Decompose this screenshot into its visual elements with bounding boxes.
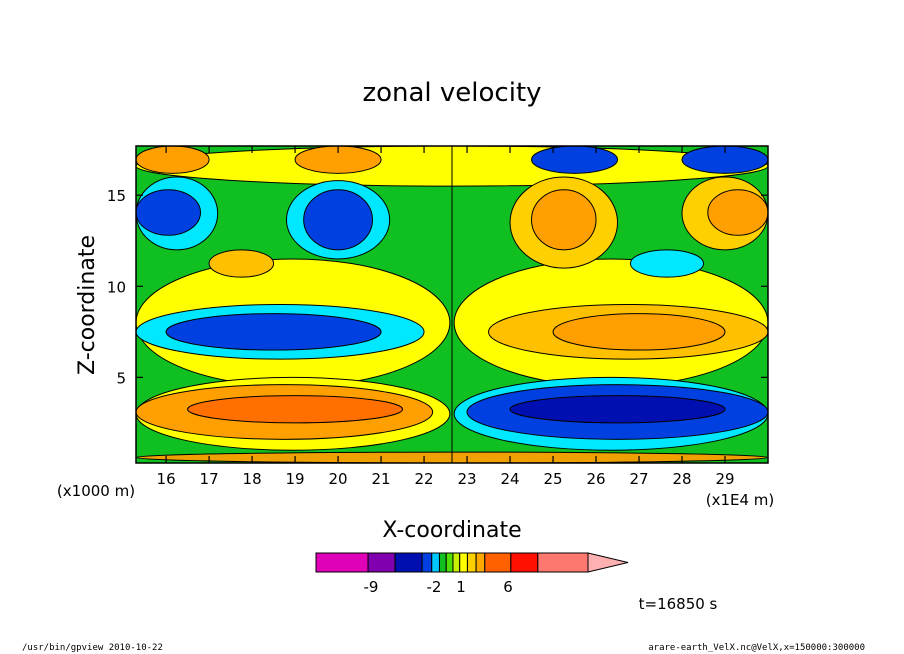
axes: 16 17 18 19 20 21 22 23 24 25 26 27 28 29 5 10 15: [107, 145, 769, 488]
colorbar-segment: [445, 552, 454, 573]
x-tick-label: 22: [415, 470, 434, 488]
contour-region: [531, 189, 597, 251]
colorbar: -9 -2 1 6: [315, 552, 629, 596]
contour-region: [629, 249, 705, 278]
plot-area: [136, 146, 768, 463]
x-tick-label: 23: [458, 470, 477, 488]
footer-right: arare-earth_VelX.nc@VelX,x=150000:300000: [648, 643, 865, 653]
colorbar-segment: [484, 552, 512, 573]
x-tick-label: 28: [672, 470, 691, 488]
colorbar-segment: [510, 552, 539, 573]
contour-region: [531, 146, 619, 174]
contour-region: [165, 313, 382, 351]
colorbar-tick-label: 1: [456, 578, 466, 596]
colorbar-segment: [537, 552, 589, 573]
contour-region: [208, 249, 275, 278]
colorbar-segment: [466, 552, 477, 573]
colorbar-arrow: [587, 552, 629, 573]
x-unit-label: (x1E4 m): [706, 491, 775, 509]
colorbar-segment: [367, 552, 396, 573]
contour-region: [303, 189, 373, 251]
colorbar-tick-label: 6: [503, 578, 513, 596]
x-tick-label: 20: [329, 470, 348, 488]
x-tick-label: 17: [200, 470, 219, 488]
time-annotation: t=16850 s: [639, 595, 718, 613]
contour-region: [136, 189, 201, 236]
x-tick-label: 26: [586, 470, 605, 488]
contour-region: [136, 146, 210, 174]
x-tick-label: 21: [372, 470, 391, 488]
x-tick-label: 16: [157, 470, 176, 488]
y-tick-label: 10: [107, 278, 126, 296]
x-tick-label: 27: [629, 470, 648, 488]
colorbar-segment: [315, 552, 369, 573]
colorbar-segment: [431, 552, 440, 573]
chart-title: zonal velocity: [362, 78, 541, 108]
x-tick-label: 18: [243, 470, 262, 488]
colorbar-segment: [475, 552, 486, 573]
x-tick-label: 29: [715, 470, 734, 488]
x-tick-label: 19: [286, 470, 305, 488]
colorbar-segment: [421, 552, 433, 573]
contour-region: [509, 395, 726, 424]
contour-region: [552, 313, 726, 351]
colorbar-tick-label: -2: [427, 578, 442, 596]
contour-region: [187, 395, 404, 424]
y-tick-label: 15: [107, 187, 126, 205]
contour-region: [294, 146, 382, 174]
y-axis-label: Z-coordinate: [75, 235, 100, 375]
x-tick-label: 25: [543, 470, 562, 488]
x-axis-label: X-coordinate: [382, 518, 521, 543]
colorbar-tick-label: -9: [364, 578, 379, 596]
footer-left: /usr/bin/gpview 2010-10-22: [22, 643, 163, 653]
plot-frame: [135, 145, 769, 464]
colorbar-segment: [452, 552, 461, 573]
y-tick-label: 5: [116, 369, 126, 387]
x-tick-label: 24: [500, 470, 519, 488]
colorbar-segment: [394, 552, 423, 573]
colorbar-segment: [438, 552, 447, 573]
contour-region: [707, 189, 768, 236]
colorbar-segment: [459, 552, 468, 573]
y-unit-label: (x1000 m): [57, 482, 135, 500]
